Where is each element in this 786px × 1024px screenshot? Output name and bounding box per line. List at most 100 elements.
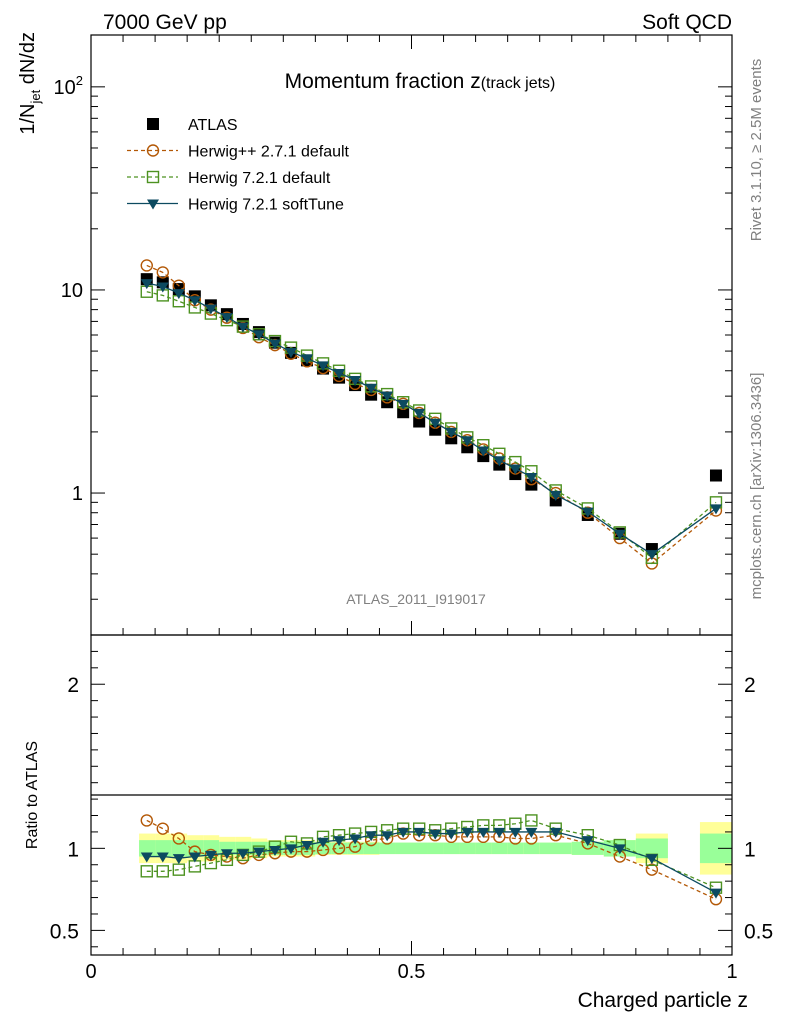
data-point — [645, 550, 658, 561]
main-series-layer — [140, 259, 723, 570]
ratio-point — [140, 852, 153, 863]
legend-entry: Herwig 7.2.1 default — [127, 170, 331, 187]
header-category: Soft QCD — [642, 11, 732, 34]
ratio-point — [172, 854, 185, 865]
ratio-point — [645, 854, 658, 865]
data-point — [525, 472, 538, 483]
data-point — [333, 368, 346, 379]
ratio-point — [204, 850, 217, 861]
ratio-point — [301, 841, 314, 852]
main-title-subscript: (track jets) — [481, 75, 556, 92]
ratio-point — [140, 865, 153, 878]
ratio-point — [613, 844, 626, 855]
band-stat — [363, 842, 380, 855]
legend-marker — [146, 144, 160, 157]
ratio-point — [156, 852, 169, 863]
legend-marker — [147, 199, 159, 210]
data-point — [477, 446, 490, 457]
band-stat — [539, 842, 572, 855]
legend-label: ATLAS — [188, 117, 238, 134]
y-label-suffix: dN/dz — [17, 32, 39, 90]
data-point — [252, 330, 265, 341]
main-y-axis-label: 1/Njet dN/dz — [17, 32, 43, 135]
ratio-point — [188, 852, 201, 863]
band-stat — [491, 842, 508, 855]
y-label-prefix: 1/N — [17, 104, 39, 135]
ratio-point — [140, 814, 153, 827]
ratio-y-tick-label: 2 — [67, 674, 79, 697]
legend-entry: ATLAS — [147, 117, 238, 134]
ratio-point — [477, 827, 490, 838]
series-1 — [140, 259, 723, 570]
rivet-label: Rivet 3.1.10, ≥ 2.5M events — [748, 59, 765, 242]
data-point — [445, 427, 458, 438]
band-stat — [635, 838, 668, 859]
data-point — [413, 415, 426, 428]
data-point — [204, 304, 217, 315]
band-stat — [507, 842, 524, 855]
data-point — [140, 259, 153, 272]
data-point — [709, 504, 722, 515]
data-point — [284, 347, 297, 358]
ratio-series-0 — [140, 814, 723, 906]
data-point — [709, 469, 722, 482]
data-point — [509, 464, 522, 475]
main-y-tick-label: 102 — [54, 73, 83, 99]
main-tick-labels: 1 10 102 — [54, 73, 83, 505]
ratio-point — [333, 836, 346, 847]
ratio-series-2 — [140, 827, 722, 899]
data-point — [381, 391, 394, 402]
ratio-point — [317, 837, 330, 848]
ratio-point — [397, 827, 410, 838]
ratio-y-tick-label: 1 — [67, 838, 79, 861]
data-point — [172, 289, 185, 300]
data-point — [349, 376, 362, 387]
band-stat — [171, 840, 188, 857]
ratio-point — [381, 831, 394, 842]
ratio-point — [549, 827, 562, 838]
series-2 — [140, 285, 723, 564]
ratio-y-tick-label-right: 0.5 — [744, 920, 773, 943]
main-title-text: Momentum fraction — [285, 70, 471, 93]
header-energy: 7000 GeV pp — [103, 11, 227, 34]
data-point — [188, 296, 201, 307]
ratio-y-axis-label: Ratio to ATLAS — [24, 741, 41, 849]
data-point — [156, 266, 169, 279]
band-stat — [155, 840, 172, 857]
y-label-subscript: jet — [28, 89, 43, 104]
data-point — [268, 339, 281, 350]
ratio-point — [525, 827, 538, 838]
ratio-point — [581, 836, 594, 847]
data-point — [397, 399, 410, 410]
data-point — [493, 456, 506, 467]
data-point — [220, 313, 233, 324]
data-point — [613, 529, 626, 540]
ratio-series-layer — [140, 814, 723, 906]
band-stat — [187, 840, 204, 857]
ratio-point — [493, 827, 506, 838]
band-stat — [459, 842, 476, 855]
ratio-point — [461, 827, 474, 838]
ratio-point — [365, 831, 378, 842]
main-title: Momentum fraction z(track jets) — [285, 70, 556, 93]
data-point — [413, 408, 426, 419]
band-stat — [395, 842, 412, 855]
band-stat — [315, 842, 332, 855]
ratio-point — [349, 834, 362, 845]
ratio-point — [525, 814, 538, 827]
data-point — [429, 418, 442, 429]
ratio-point — [413, 827, 426, 838]
x-tick-label: 0 — [85, 961, 96, 983]
ratio-point — [156, 865, 169, 878]
ratio-point — [220, 849, 233, 860]
main-y-tick-label: 10 — [61, 280, 83, 302]
band-stat — [523, 842, 540, 855]
data-point — [445, 432, 458, 445]
main-panel: 1 10 102 Momentum fraction z(track jets) 1… — [17, 32, 733, 636]
data-point — [581, 507, 594, 518]
data-point — [236, 322, 249, 333]
ratio-y-tick-label: 0.5 — [50, 920, 79, 943]
main-title-variable: z — [470, 70, 481, 93]
band-stat — [443, 842, 460, 855]
ratio-point — [156, 822, 169, 835]
